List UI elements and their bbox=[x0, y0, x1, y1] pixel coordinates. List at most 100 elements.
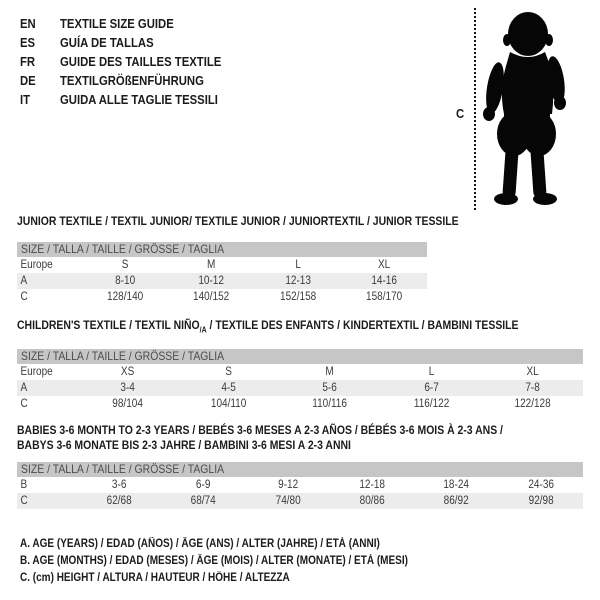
row-label: Europe bbox=[20, 366, 53, 379]
table-row: B 3-6 6-9 9-12 12-18 18-24 24-36 bbox=[17, 477, 583, 493]
lang-row-fr: FR GUIDE DES TAILLES TEXTILE bbox=[20, 52, 245, 71]
lang-row-it: IT GUIDA ALLE TAGLIE TESSILI bbox=[20, 90, 245, 109]
table-row: A 8-10 10-12 12-13 14-16 bbox=[17, 273, 427, 289]
lang-row-en: EN TEXTILE SIZE GUIDE bbox=[20, 14, 245, 33]
cell: 128/140 bbox=[107, 291, 144, 303]
babies-textile-section: BABIES 3-6 MONTH TO 2-3 YEARS / BEBÉS 3-… bbox=[17, 423, 583, 509]
lang-label: GUIDE DES TAILLES TEXTILE bbox=[60, 54, 222, 70]
table-title-text: JUNIOR TEXTILE / TEXTIL JUNIOR/ TEXTILE … bbox=[17, 214, 459, 228]
cell: 9-12 bbox=[277, 479, 298, 491]
cell: S bbox=[121, 259, 129, 271]
cell: 14-16 bbox=[371, 275, 397, 287]
size-header-text: SIZE / TALLA / TAILLE / GRÖSSE / TAGLIA bbox=[21, 242, 225, 256]
cell: 8-10 bbox=[115, 275, 136, 287]
table-title-childrens: CHILDREN'S TEXTILE / TEXTIL NIÑO/A / TEX… bbox=[17, 319, 583, 336]
row-label: C bbox=[20, 398, 28, 411]
cell: 24-36 bbox=[528, 479, 554, 491]
row-label: C bbox=[20, 495, 28, 507]
junior-textile-section: JUNIOR TEXTILE / TEXTIL JUNIOR/ TEXTILE … bbox=[17, 215, 459, 305]
cell: 6-7 bbox=[423, 382, 439, 395]
cell: 116/122 bbox=[413, 398, 449, 411]
babies-size-table: SIZE / TALLA / TAILLE / GRÖSSE / TAGLIA … bbox=[17, 462, 583, 509]
childrens-size-table: SIZE / TALLA / TAILLE / GRÖSSE / TAGLIA … bbox=[17, 349, 583, 412]
baby-silhouette-icon bbox=[483, 12, 566, 205]
cell: 80/86 bbox=[359, 495, 385, 507]
footnote-c: C. (cm) HEIGHT / ALTURA / HAUTEUR / HÖHE… bbox=[20, 570, 466, 587]
table-row: Europe S M L XL bbox=[17, 257, 427, 273]
size-header-bar: SIZE / TALLA / TAILLE / GRÖSSE / TAGLIA bbox=[17, 349, 583, 365]
cell: 10-12 bbox=[198, 275, 225, 287]
footnotes-block: A. AGE (YEARS) / EDAD (AÑOS) / ÂGE (ANS)… bbox=[20, 536, 466, 587]
childrens-textile-section: CHILDREN'S TEXTILE / TEXTIL NIÑO/A / TEX… bbox=[17, 319, 583, 412]
cell: M bbox=[207, 259, 216, 271]
cell: 4-5 bbox=[221, 382, 237, 395]
cell: 18-24 bbox=[443, 479, 470, 491]
cell: XS bbox=[120, 366, 135, 379]
cell: 140/152 bbox=[193, 291, 230, 303]
footnote-text: A. AGE (YEARS) / EDAD (AÑOS) / ÂGE (ANS)… bbox=[20, 538, 380, 550]
cell: 7-8 bbox=[525, 382, 540, 395]
table-row: C 62/68 68/74 74/80 80/86 86/92 92/98 bbox=[17, 493, 583, 509]
cell: XL bbox=[377, 259, 390, 271]
title-sub: /A bbox=[199, 325, 207, 335]
lang-code: EN bbox=[20, 16, 36, 32]
cell: L bbox=[428, 366, 434, 379]
language-title-block: EN TEXTILE SIZE GUIDE ES GUÍA DE TALLAS … bbox=[20, 14, 245, 109]
footnote-a: A. AGE (YEARS) / EDAD (AÑOS) / ÂGE (ANS)… bbox=[20, 536, 466, 553]
cell: 62/68 bbox=[106, 495, 132, 507]
cell: 92/98 bbox=[528, 495, 554, 507]
height-label-c: C bbox=[456, 106, 465, 121]
cell: S bbox=[225, 366, 233, 379]
cell: 122/128 bbox=[514, 398, 551, 411]
title-line-1: BABIES 3-6 MONTH TO 2-3 YEARS / BEBÉS 3-… bbox=[17, 423, 503, 437]
cell: 68/74 bbox=[190, 495, 217, 507]
lang-row-es: ES GUÍA DE TALLAS bbox=[20, 33, 245, 52]
cell: XL bbox=[526, 366, 539, 379]
row-label: A bbox=[20, 275, 28, 287]
lang-label: TEXTILGRÖßENFÜHRUNG bbox=[60, 73, 204, 89]
lang-code: IT bbox=[20, 92, 31, 108]
table-title-text: CHILDREN'S TEXTILE / TEXTIL NIÑO/A / TEX… bbox=[17, 319, 519, 336]
cell: 152/158 bbox=[279, 291, 316, 303]
junior-size-table: SIZE / TALLA / TAILLE / GRÖSSE / TAGLIA … bbox=[17, 242, 427, 305]
footnote-text: B. AGE (MONTHS) / EDAD (MESES) / ÂGE (MO… bbox=[20, 555, 408, 567]
lang-row-de: DE TEXTILGRÖßENFÜHRUNG bbox=[20, 71, 245, 90]
table-title-junior: JUNIOR TEXTILE / TEXTIL JUNIOR/ TEXTILE … bbox=[17, 215, 459, 228]
lang-code: DE bbox=[20, 73, 36, 89]
size-header-text: SIZE / TALLA / TAILLE / GRÖSSE / TAGLIA bbox=[21, 462, 225, 476]
lang-code: ES bbox=[20, 35, 36, 51]
footnote-b: B. AGE (MONTHS) / EDAD (MESES) / ÂGE (MO… bbox=[20, 553, 466, 570]
cell: 5-6 bbox=[322, 382, 338, 395]
cell: 104/110 bbox=[211, 398, 247, 411]
size-header-bar: SIZE / TALLA / TAILLE / GRÖSSE / TAGLIA bbox=[17, 242, 427, 257]
cell: M bbox=[325, 366, 335, 379]
table-row: A 3-4 4-5 5-6 6-7 7-8 bbox=[17, 380, 583, 397]
cell: 74/80 bbox=[275, 495, 301, 507]
cell: 98/104 bbox=[112, 398, 143, 411]
row-label: Europe bbox=[20, 259, 53, 271]
cell: 110/116 bbox=[312, 398, 348, 411]
cell: 158/170 bbox=[365, 291, 402, 303]
lang-label: GUÍA DE TALLAS bbox=[60, 35, 154, 51]
lang-code: FR bbox=[20, 54, 36, 70]
height-dotted-line bbox=[474, 8, 476, 210]
cell: 3-4 bbox=[120, 382, 135, 395]
cell: 3-6 bbox=[111, 479, 127, 491]
title-pre: CHILDREN'S TEXTILE / TEXTIL NIÑO bbox=[17, 318, 200, 332]
title-line-2: BABYS 3-6 MONATE BIS 2-3 JAHRE / BAMBINI… bbox=[17, 438, 351, 452]
row-label: B bbox=[20, 479, 28, 491]
footnote-text: C. (cm) HEIGHT / ALTURA / HAUTEUR / HÖHE… bbox=[20, 572, 290, 584]
table-title-babies: BABIES 3-6 MONTH TO 2-3 YEARS / BEBÉS 3-… bbox=[17, 423, 583, 453]
table-row: C 128/140 140/152 152/158 158/170 bbox=[17, 289, 427, 305]
row-label: A bbox=[20, 382, 28, 395]
table-row: C 98/104 104/110 110/116 116/122 122/128 bbox=[17, 396, 583, 412]
cell: 12-18 bbox=[359, 479, 385, 491]
cell: 12-13 bbox=[284, 275, 311, 287]
row-label: C bbox=[20, 291, 28, 303]
cell: L bbox=[294, 259, 301, 271]
cell: 6-9 bbox=[196, 479, 211, 491]
size-header-bar: SIZE / TALLA / TAILLE / GRÖSSE / TAGLIA bbox=[17, 462, 583, 477]
lang-label: GUIDA ALLE TAGLIE TESSILI bbox=[60, 92, 218, 108]
cell: 86/92 bbox=[443, 495, 469, 507]
size-header-text: SIZE / TALLA / TAILLE / GRÖSSE / TAGLIA bbox=[21, 349, 225, 364]
